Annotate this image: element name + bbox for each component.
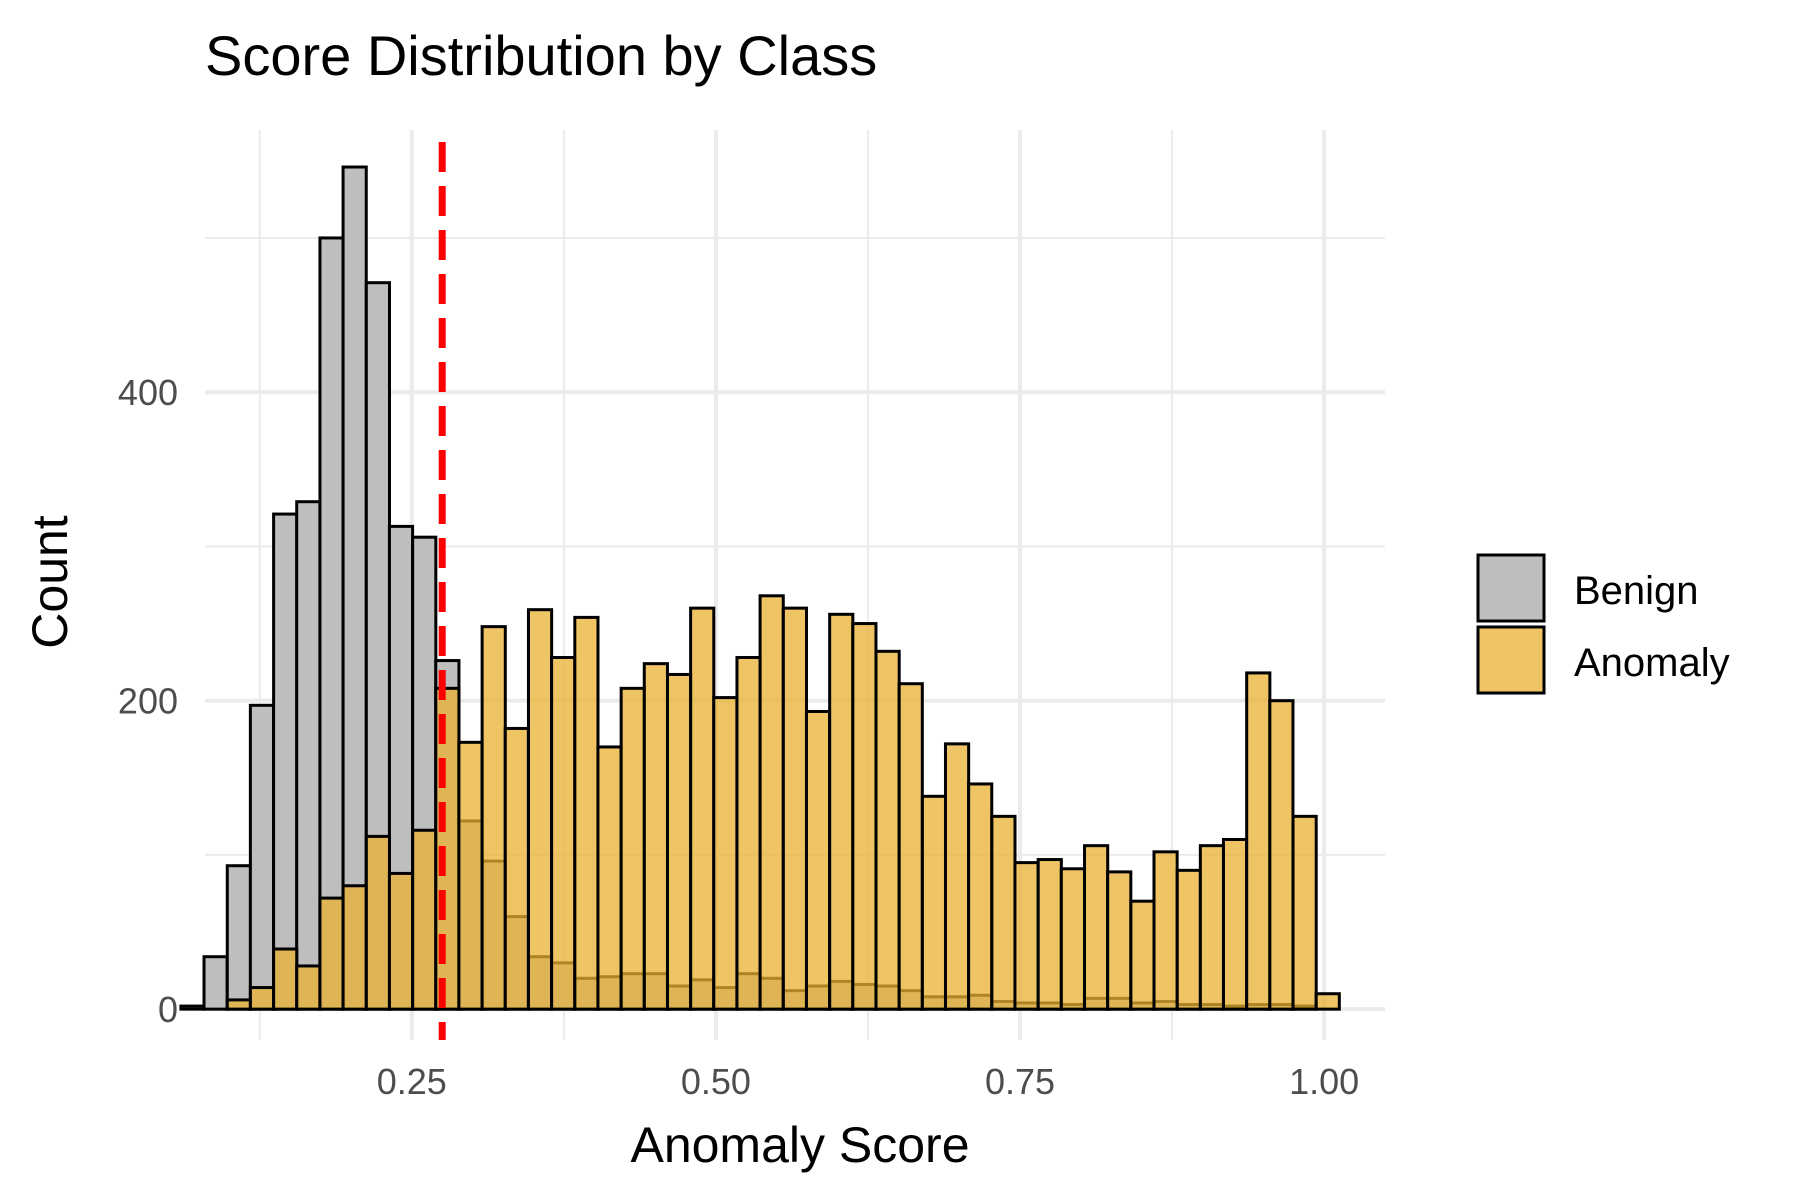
bar-anomaly [1245,671,1272,1011]
bar-anomaly [318,896,345,1011]
bar-anomaly [804,709,832,1011]
y-axis-title: Count [22,515,78,649]
bar-benign [318,236,345,1011]
bar-benign [341,165,368,1011]
bar-anomaly [457,740,484,1011]
bar-anomaly [411,828,438,1011]
bar-anomaly [596,745,623,1011]
bar-anomaly [642,662,669,1011]
bar-anomaly [1198,844,1226,1011]
bar-anomaly [550,655,577,1011]
bar-anomaly [828,612,855,1011]
bar-anomaly [272,947,299,1011]
bar-benign [248,703,276,1011]
x-tick-label: 1.00 [1289,1061,1359,1102]
x-axis-title: Anomaly Score [630,1117,969,1173]
bar-anomaly [295,964,322,1011]
y-axis-ticks: 0 200 400 [118,372,178,1030]
bar-anomaly [990,814,1017,1011]
bar-anomaly [619,686,646,1011]
bar-anomaly [943,742,971,1011]
bar-anomaly [1221,837,1249,1011]
bar-anomaly [689,606,716,1011]
bar-anomaly [248,986,276,1011]
bar-anomaly [1152,850,1179,1011]
bar-anomaly [897,682,924,1011]
bar-anomaly [851,622,878,1011]
bar-benign [202,955,229,1011]
bar-anomaly [666,672,693,1011]
y-tick-label: 400 [118,372,178,413]
bar-anomaly [1314,992,1341,1011]
bar-anomaly [225,998,252,1011]
y-tick-label: 0 [158,989,178,1030]
bar-anomaly [573,615,600,1011]
x-tick-label: 0.50 [681,1061,751,1102]
bar-benign [225,864,252,1011]
bar-anomaly [1083,844,1110,1011]
bar-anomaly [712,696,739,1011]
bar-anomaly [967,782,994,1011]
x-tick-label: 0.25 [377,1061,447,1102]
bar-anomaly [1291,814,1318,1011]
bar-anomaly [526,608,554,1011]
bar-anomaly [1175,868,1202,1011]
bar-anomaly [480,625,507,1011]
bar-anomaly [874,649,901,1011]
bar-anomaly [1013,861,1040,1011]
bar-benign [179,1004,206,1011]
bar-anomaly [735,655,762,1011]
bar-benign [295,500,322,1011]
bar-anomaly [758,594,785,1011]
bar-anomaly [341,884,368,1011]
bar-anomaly [1106,870,1133,1011]
legend: Benign Anomaly [1476,553,1730,695]
bar-anomaly [503,726,530,1011]
bar-anomaly [1059,867,1086,1011]
bar-anomaly [1129,899,1156,1011]
bar-anomaly [920,794,948,1011]
legend-label-anomaly: Anomaly [1574,641,1730,685]
legend-label-benign: Benign [1574,569,1699,613]
bar-anomaly [387,871,415,1011]
bar-benign [272,512,299,1011]
legend-key-anomaly [1476,625,1546,695]
legend-key-benign [1476,553,1546,623]
anomaly-bars [225,594,1341,1011]
x-axis-ticks: 0.25 0.50 0.75 1.00 [377,1061,1359,1102]
chart-title: Score Distribution by Class [205,24,877,87]
bar-anomaly [364,834,391,1011]
bar-anomaly [1268,699,1295,1011]
x-tick-label: 0.75 [985,1061,1055,1102]
y-tick-label: 200 [118,681,178,722]
bar-anomaly [1036,858,1063,1011]
bar-anomaly [781,606,808,1011]
